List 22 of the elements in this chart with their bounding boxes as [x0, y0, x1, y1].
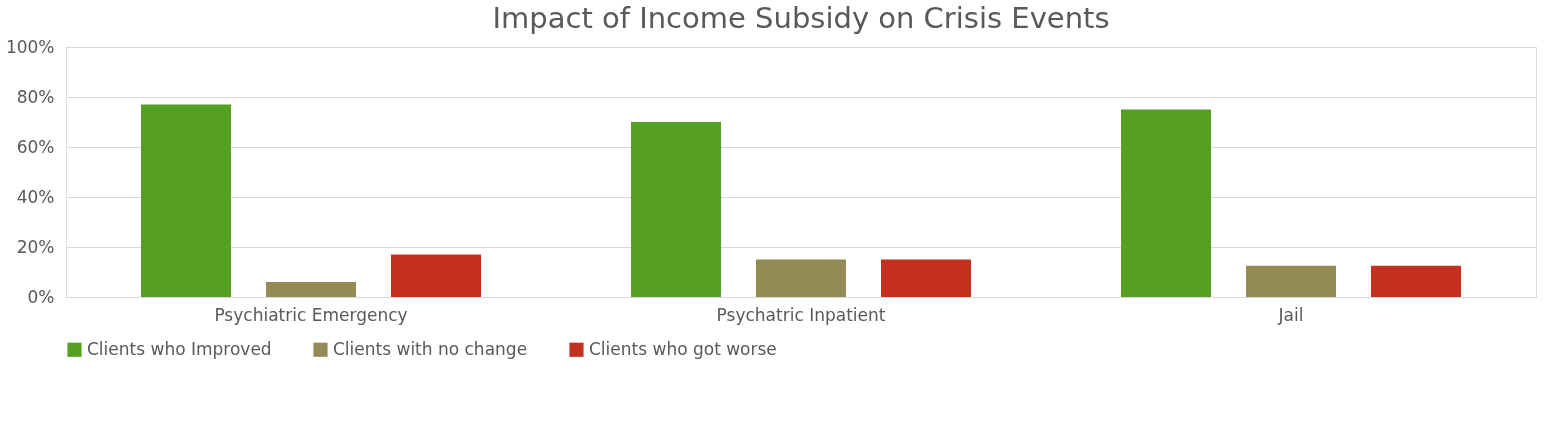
x-tick-label: Psychatric Inpatient [716, 304, 886, 325]
bar [881, 259, 971, 297]
y-tick-label: 60% [16, 136, 55, 157]
y-tick-label: 80% [16, 86, 55, 107]
y-tick-label: 20% [16, 236, 55, 257]
y-tick-label: 40% [16, 186, 55, 207]
x-tick-label: Jail [1277, 304, 1304, 325]
chart-title: Impact of Income Subsidy on Crisis Events [492, 1, 1110, 35]
y-tick-label: 100% [5, 36, 55, 57]
bar [631, 122, 721, 297]
legend-label: Clients with no change [333, 338, 528, 359]
y-tick-label: 0% [27, 286, 55, 307]
bar [1246, 265, 1336, 297]
legend-label: Clients who got worse [589, 338, 777, 359]
x-tick-label: Psychiatric Emergency [214, 304, 408, 325]
bar [266, 282, 356, 297]
bar [141, 104, 231, 297]
bar [1371, 265, 1461, 297]
legend-label: Clients who Improved [87, 338, 272, 359]
bar [756, 259, 846, 297]
bar [391, 254, 481, 297]
bar [1121, 109, 1211, 297]
